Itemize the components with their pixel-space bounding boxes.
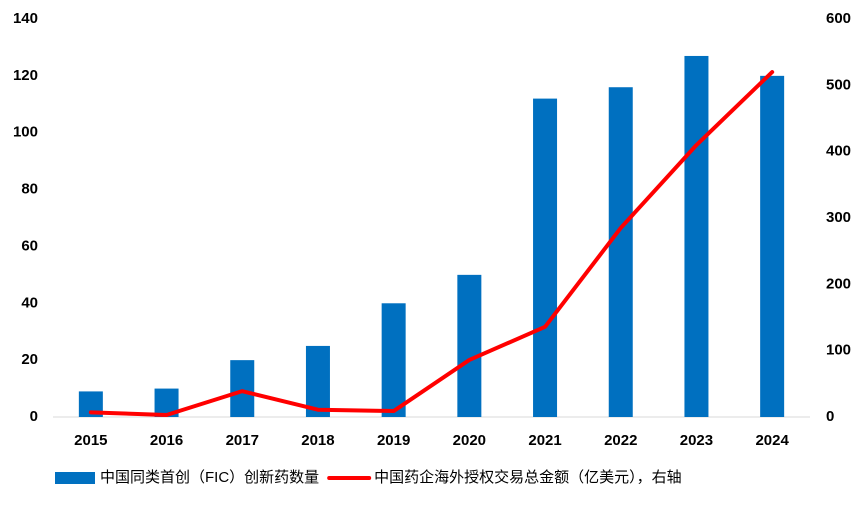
bar bbox=[608, 87, 633, 417]
x-tick-label: 2019 bbox=[377, 432, 410, 449]
y2-tick-label: 100 bbox=[826, 342, 851, 359]
x-tick-label: 2023 bbox=[680, 432, 713, 449]
y-tick-label: 20 bbox=[21, 351, 38, 368]
y2-tick-label: 0 bbox=[826, 408, 834, 425]
bar bbox=[760, 75, 785, 417]
line bbox=[88, 70, 775, 418]
x-tick-label: 2015 bbox=[74, 432, 107, 449]
bar bbox=[381, 303, 406, 417]
bar bbox=[305, 345, 330, 417]
bar bbox=[457, 274, 482, 417]
y-tick-label: 80 bbox=[21, 181, 38, 198]
y-tick-label: 140 bbox=[13, 10, 38, 27]
x-tick-label: 2021 bbox=[528, 432, 561, 449]
x-tick-label: 2017 bbox=[226, 432, 259, 449]
y2-tick-label: 200 bbox=[826, 275, 851, 292]
x-tick-label: 2020 bbox=[453, 432, 486, 449]
legend-swatch bbox=[55, 472, 95, 484]
x-tick-label: 2024 bbox=[755, 432, 789, 449]
x-tick-label: 2018 bbox=[301, 432, 334, 449]
y-tick-label: 0 bbox=[30, 408, 38, 425]
y-tick-label: 100 bbox=[13, 124, 38, 141]
legend-label: 中国同类首创（FIC）创新药数量 bbox=[100, 469, 319, 486]
y-tick-label: 120 bbox=[13, 67, 38, 84]
y2-tick-label: 500 bbox=[826, 76, 851, 93]
y2-tick-label: 400 bbox=[826, 143, 851, 160]
y-tick-label: 40 bbox=[21, 294, 38, 311]
x-tick-label: 2022 bbox=[604, 432, 637, 449]
legend-label: 中国药企海外授权交易总金额（亿美元），右轴 bbox=[374, 468, 682, 486]
bar bbox=[684, 55, 709, 417]
x-tick-label: 2016 bbox=[150, 432, 183, 449]
bar bbox=[230, 360, 255, 417]
y-tick-label: 60 bbox=[21, 237, 38, 254]
y2-tick-label: 600 bbox=[826, 10, 851, 27]
y2-tick-label: 300 bbox=[826, 209, 851, 226]
bar bbox=[533, 98, 558, 417]
